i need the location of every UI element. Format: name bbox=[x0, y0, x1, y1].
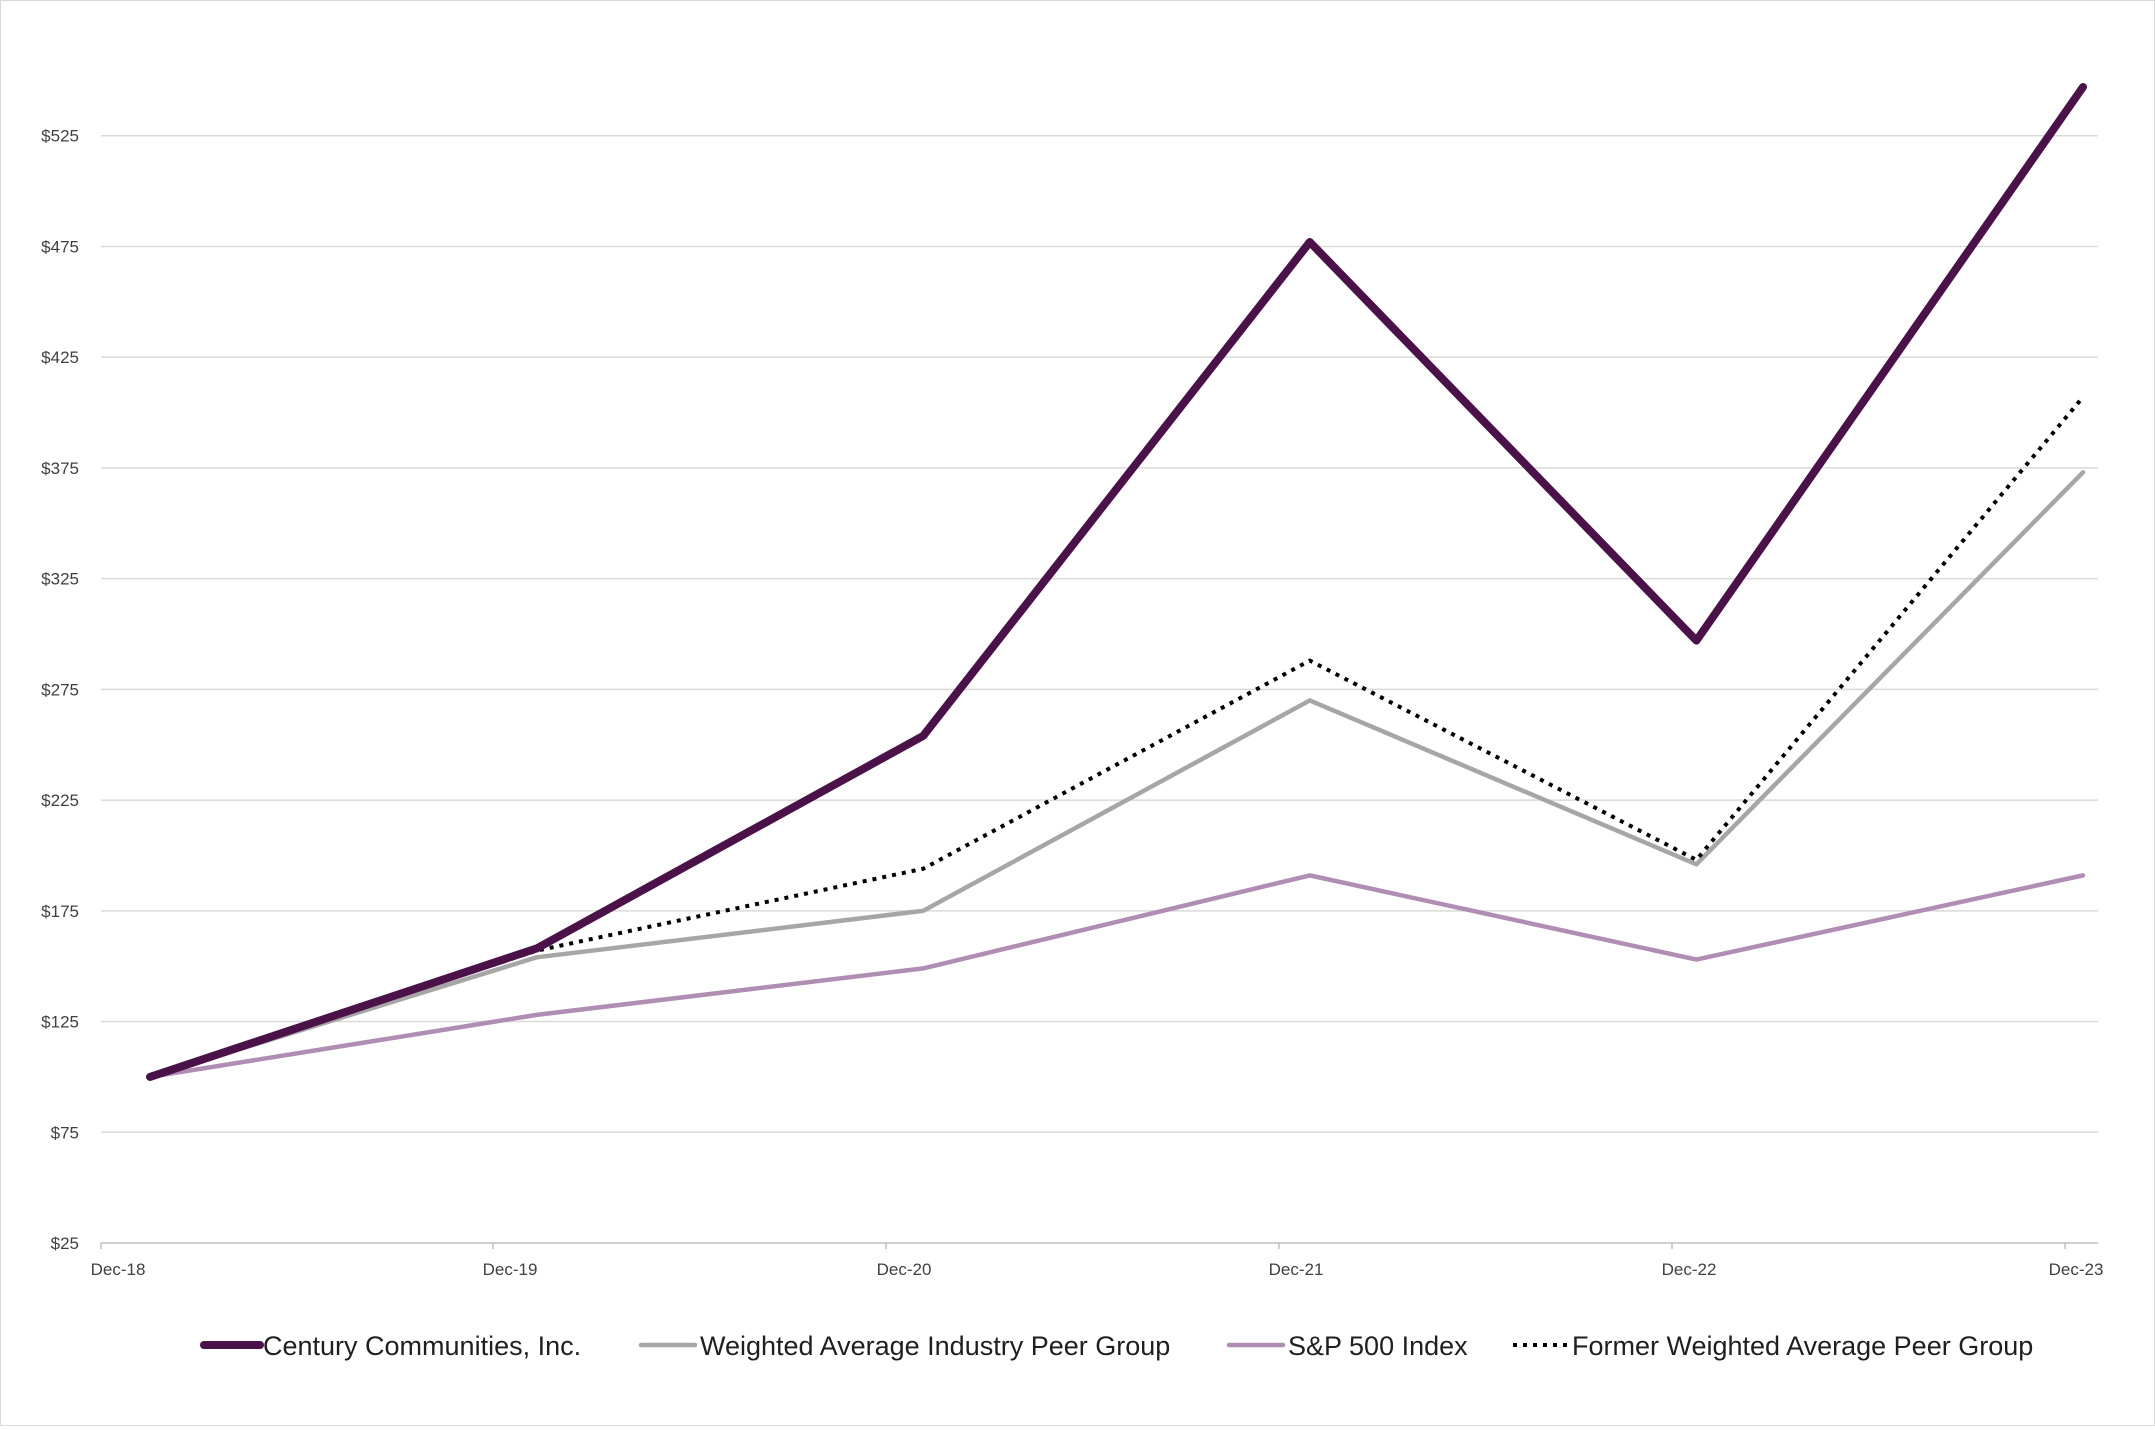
x-tick-label: Dec-18 bbox=[91, 1260, 146, 1279]
y-tick-label: $375 bbox=[41, 459, 79, 478]
legend: Century Communities, Inc. Weighted Averag… bbox=[204, 1331, 2033, 1361]
x-tick-label: Dec-23 bbox=[2049, 1260, 2104, 1279]
legend-label: Former Weighted Average Peer Group bbox=[1572, 1331, 2033, 1361]
x-tick-label: Dec-20 bbox=[877, 1260, 932, 1279]
y-tick-label: $125 bbox=[41, 1013, 79, 1032]
y-axis: $25 $75 $125 $175 $225 $275 $325 $375 $425 $475 $5… bbox=[41, 127, 79, 1253]
y-tick-label: $275 bbox=[41, 680, 79, 699]
y-tick-label: $175 bbox=[41, 902, 79, 921]
legend-label: S&P 500 Index bbox=[1288, 1331, 1468, 1361]
legend-label: Century Communities, Inc. bbox=[263, 1331, 581, 1361]
series-line-1 bbox=[150, 472, 2083, 1077]
legend-label: Weighted Average Industry Peer Group bbox=[700, 1331, 1170, 1361]
x-tick-label: Dec-22 bbox=[1662, 1260, 1717, 1279]
series-lines bbox=[150, 87, 2083, 1077]
y-tick-label: $75 bbox=[51, 1123, 79, 1142]
series-line-0 bbox=[150, 87, 2083, 1077]
y-tick-label: $425 bbox=[41, 348, 79, 367]
y-tick-label: $475 bbox=[41, 237, 79, 256]
gridlines bbox=[101, 136, 2098, 1133]
y-tick-label: $525 bbox=[41, 127, 79, 146]
y-tick-label: $225 bbox=[41, 791, 79, 810]
x-axis: Dec-18 Dec-19 Dec-20 Dec-21 Dec-22 Dec-23 bbox=[91, 1243, 2104, 1279]
series-line-2 bbox=[150, 875, 2083, 1077]
y-tick-label: $25 bbox=[51, 1234, 79, 1253]
x-tick-label: Dec-19 bbox=[483, 1260, 538, 1279]
x-tick-label: Dec-21 bbox=[1269, 1260, 1324, 1279]
y-tick-label: $325 bbox=[41, 570, 79, 589]
